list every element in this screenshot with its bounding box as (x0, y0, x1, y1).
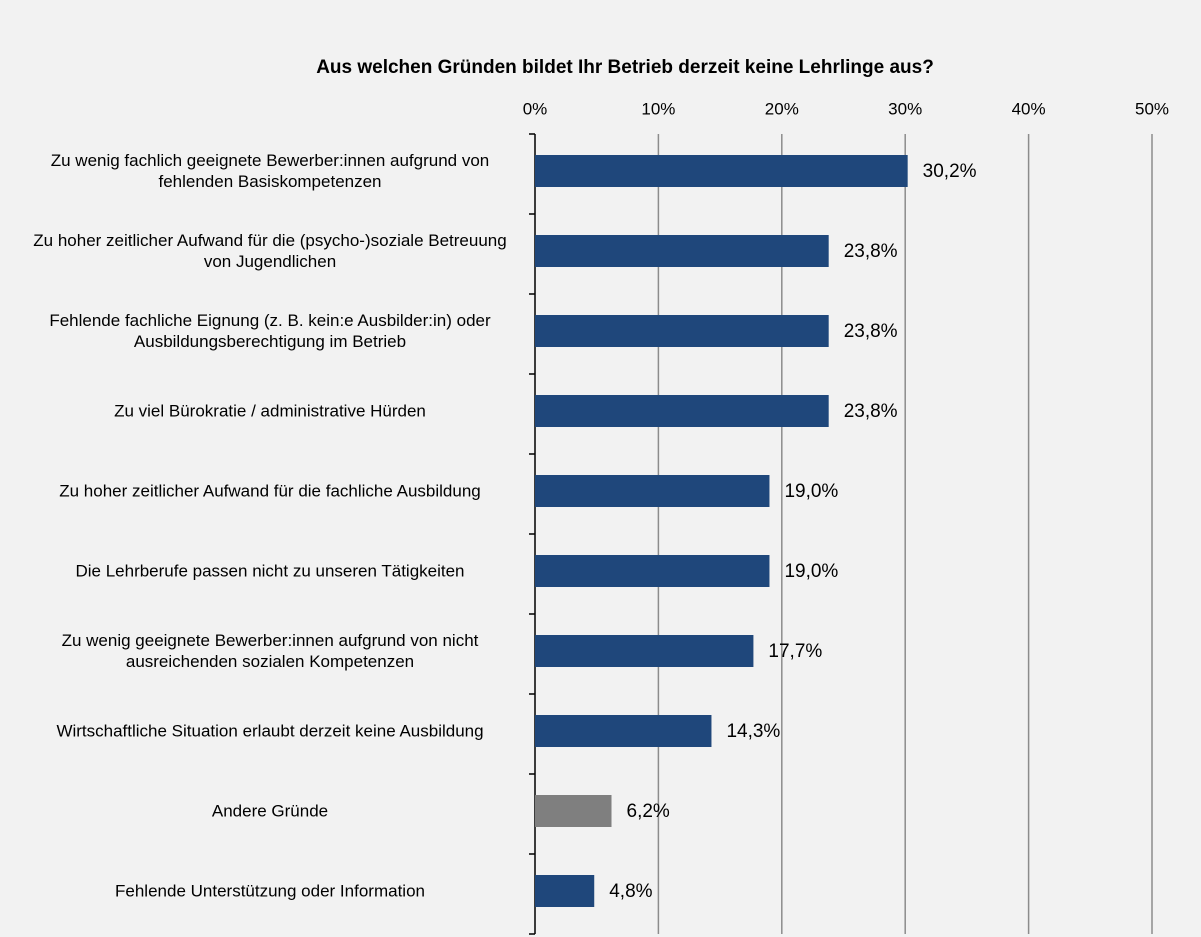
value-label: 30,2% (923, 161, 977, 182)
bar (535, 795, 612, 827)
value-label: 19,0% (784, 561, 838, 582)
x-tick-label: 20% (765, 99, 799, 118)
category-label: Fehlende Unterstützung oder Information (115, 881, 425, 901)
category-label: Zu hoher zeitlicher Aufwand für die fach… (59, 481, 481, 501)
bar (535, 155, 908, 187)
bar (535, 715, 712, 747)
value-label: 6,2% (627, 801, 670, 822)
bar (535, 635, 754, 667)
x-tick-label: 0% (523, 99, 548, 118)
x-tick-label: 50% (1135, 99, 1169, 118)
category-label: Zu wenig fachlich geeignete Bewerber:inn… (50, 151, 490, 191)
value-label: 4,8% (609, 881, 652, 902)
bar (535, 475, 770, 507)
category-label: Andere Gründe (211, 801, 329, 821)
bar (535, 875, 595, 907)
category-label: Zu wenig geeignete Bewerber:innen aufgru… (61, 631, 479, 671)
value-label: 23,8% (844, 321, 898, 342)
x-tick-label: 40% (1012, 99, 1046, 118)
category-label: Die Lehrberufe passen nicht zu unseren T… (75, 561, 465, 581)
category-label: Zu hoher zeitlicher Aufwand für die (psy… (33, 231, 507, 271)
value-label: 23,8% (844, 241, 898, 262)
bar (535, 395, 829, 427)
value-label: 23,8% (844, 401, 898, 422)
value-label: 17,7% (768, 641, 822, 662)
chart-title: Aus welchen Gründen bildet Ihr Betrieb d… (316, 57, 934, 78)
bar (535, 235, 829, 267)
x-tick-label: 10% (641, 99, 675, 118)
category-label: Fehlende fachliche Eignung (z. B. kein:e… (49, 311, 491, 351)
bar (535, 555, 770, 587)
bar (535, 315, 829, 347)
category-label: Zu viel Bürokratie / administrative Hürd… (114, 401, 426, 421)
category-label: Wirtschaftliche Situation erlaubt derzei… (56, 721, 484, 741)
x-tick-label: 30% (888, 99, 922, 118)
value-label: 14,3% (726, 721, 780, 742)
value-label: 19,0% (784, 481, 838, 502)
